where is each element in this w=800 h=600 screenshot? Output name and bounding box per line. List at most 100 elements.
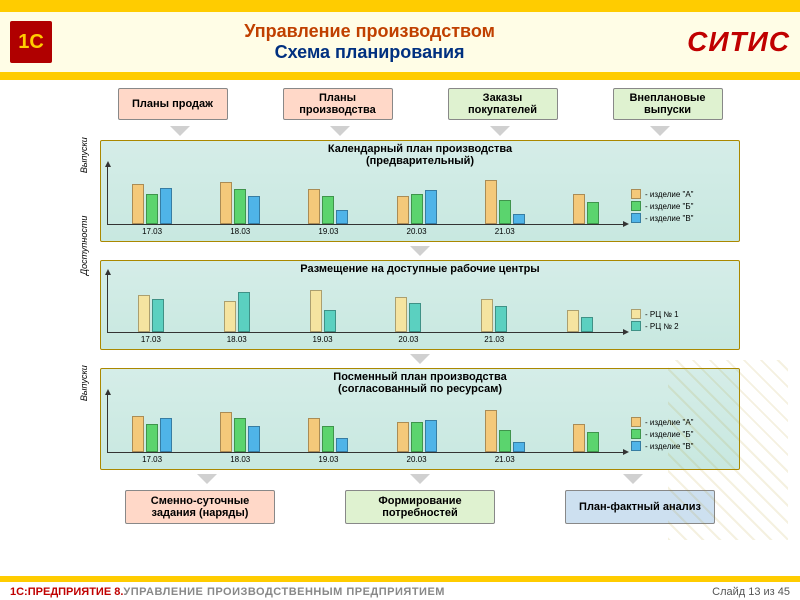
content: Планы продажПланы производстваЗаказы пок… <box>0 80 800 524</box>
top-box: Заказы покупателей <box>448 88 558 120</box>
bar <box>248 426 260 452</box>
yaxis-label: Выпуски <box>79 137 89 173</box>
bar <box>397 196 409 224</box>
chart-area: 17.0318.0319.0320.0321.03 <box>107 395 623 453</box>
bar-group: 19.03 <box>308 189 348 224</box>
legend-swatch <box>631 321 641 331</box>
bar <box>138 295 150 333</box>
bar <box>238 292 250 332</box>
legend-item: - РЦ № 1 <box>631 309 733 319</box>
bar-group: 21.03 <box>485 180 525 224</box>
logo-1c: 1C <box>10 21 52 63</box>
bar <box>411 194 423 224</box>
bar <box>234 418 246 452</box>
bar-group: 19.03 <box>310 290 336 332</box>
legend-label: - РЦ № 2 <box>645 322 679 331</box>
footer-brand-1c: 1С: <box>10 586 28 598</box>
legend-label: - изделие "В" <box>645 214 694 223</box>
bar <box>485 410 497 452</box>
footer-rest: УПРАВЛЕНИЕ ПРОИЗВОДСТВЕННЫМ ПРЕДПРИЯТИЕМ <box>123 586 445 598</box>
bar <box>336 438 348 452</box>
bar <box>248 196 260 224</box>
x-tick-label: 19.03 <box>313 335 333 344</box>
panel-work-centers: Размещение на доступные рабочие центрыДо… <box>100 260 740 350</box>
bar-group: 20.03 <box>397 420 437 452</box>
bottom-box: Формирование потребностей <box>345 490 495 524</box>
legend: - изделие "А" - изделие "Б" - изделие "В" <box>623 187 733 225</box>
legend-swatch <box>631 189 641 199</box>
arrow-row-bottom <box>100 474 740 484</box>
arrow-down-icon <box>170 126 190 136</box>
bar <box>146 194 158 224</box>
x-tick-label: 17.03 <box>141 335 161 344</box>
panel-shift-plan: Посменный план производства(согласованны… <box>100 368 740 470</box>
arrow-down-icon <box>197 474 217 484</box>
x-tick-label: 19.03 <box>318 227 338 236</box>
footer: 1С: ПРЕДПРИЯТИЕ 8. УПРАВЛЕНИЕ ПРОИЗВОДСТ… <box>0 584 800 600</box>
panel-title: Календарный план производства(предварите… <box>107 143 733 167</box>
top-box: Внеплановые выпуски <box>613 88 723 120</box>
legend-swatch <box>631 201 641 211</box>
arrow-row-3 <box>100 354 740 364</box>
bar <box>160 418 172 452</box>
footer-brand-8: ПРЕДПРИЯТИЕ 8. <box>28 586 124 598</box>
bar <box>224 301 236 332</box>
bar-group: 18.03 <box>224 292 250 332</box>
bar <box>499 430 511 452</box>
bar <box>146 424 158 452</box>
bar <box>587 202 599 224</box>
bar <box>310 290 322 332</box>
legend-label: - изделие "А" <box>645 418 694 427</box>
panel-title: Посменный план производства(согласованны… <box>107 371 733 395</box>
bar-group: 17.03 <box>138 295 164 333</box>
legend-item: - изделие "В" <box>631 213 733 223</box>
bar <box>322 196 334 224</box>
legend: - РЦ № 1 - РЦ № 2 <box>623 307 733 333</box>
x-tick-label: 21.03 <box>495 455 515 464</box>
bar-group: 21.03 <box>485 410 525 452</box>
bar <box>425 190 437 224</box>
bar <box>581 317 593 333</box>
bar-group: 20.03 <box>395 297 421 333</box>
legend-item: - изделие "Б" <box>631 429 733 439</box>
legend-label: - изделие "В" <box>645 442 694 451</box>
bar <box>513 442 525 452</box>
bar <box>308 189 320 224</box>
x-tick-label: 21.03 <box>484 335 504 344</box>
bar <box>411 422 423 452</box>
arrow-down-icon <box>623 474 643 484</box>
chart-area: 17.03 18.03 19.03 20.03 21.03 <box>107 275 623 333</box>
x-tick-label: 20.03 <box>407 227 427 236</box>
bar <box>132 416 144 452</box>
top-boxes-row: Планы продажПланы производстваЗаказы пок… <box>100 88 740 120</box>
yaxis-label: Выпуски <box>79 366 89 402</box>
legend-item: - изделие "Б" <box>631 201 733 211</box>
top-box: Планы продаж <box>118 88 228 120</box>
legend: - изделие "А" - изделие "Б" - изделие "В" <box>623 415 733 453</box>
bar <box>132 184 144 224</box>
bar <box>425 420 437 452</box>
bar <box>567 310 579 332</box>
footer-gold-bar <box>0 576 800 582</box>
legend-label: - изделие "Б" <box>645 430 693 439</box>
logo-sitis: СИТИС <box>687 26 790 58</box>
bar-group: 18.03 <box>220 182 260 224</box>
panel-calendar-plan: Календарный план производства(предварите… <box>100 140 740 242</box>
bar <box>481 299 493 332</box>
bottom-box: Сменно-суточные задания (наряды) <box>125 490 275 524</box>
arrow-row-top <box>100 126 740 136</box>
legend-item: - изделие "А" <box>631 189 733 199</box>
bar-group: 21.03 <box>481 299 507 332</box>
title-block: Управление производством Схема планирова… <box>52 21 687 63</box>
bar <box>499 200 511 224</box>
bar <box>409 303 421 332</box>
x-tick-label: 19.03 <box>318 455 338 464</box>
slide-number: Слайд 13 из 45 <box>712 586 790 598</box>
bar-group: 17.03 <box>132 416 172 452</box>
legend-item: - РЦ № 2 <box>631 321 733 331</box>
bar <box>308 418 320 452</box>
legend-swatch <box>631 417 641 427</box>
bar <box>160 188 172 224</box>
bar <box>220 182 232 224</box>
legend-label: - РЦ № 1 <box>645 310 679 319</box>
